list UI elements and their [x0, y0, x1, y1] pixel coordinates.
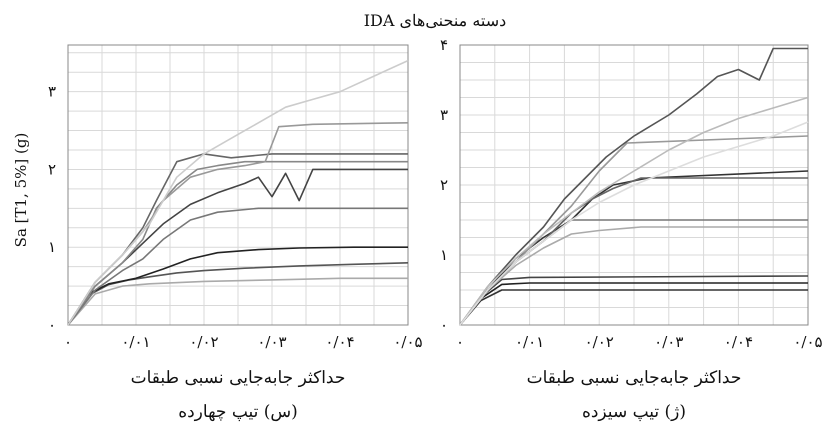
- series-line-3: [67, 277, 408, 326]
- y-tick-label: ۱: [440, 246, 448, 264]
- x-axis-label: حداکثر جابه‌جایی نسبی طبقات: [131, 368, 346, 388]
- panel-caption: (س) تیپ چهارده: [178, 402, 298, 422]
- x-tick-label: ۰/۰۲: [189, 333, 218, 351]
- x-axis-label: حداکثر جابه‌جایی نسبی طبقات: [527, 368, 742, 388]
- x-tick-label: ۰/۰۵: [793, 333, 822, 351]
- y-tick-label: ۰: [48, 316, 56, 334]
- y-tick-label: ۴: [440, 36, 448, 54]
- plot-frame: [67, 44, 409, 326]
- series-group: [67, 59, 409, 326]
- x-tick-label: ۰: [64, 333, 72, 351]
- series-line-4: [67, 207, 408, 326]
- series-line-1: [67, 262, 409, 326]
- series-line-2: [67, 246, 408, 326]
- series-group: [459, 47, 809, 326]
- x-tick-label: ۰/۰۴: [724, 333, 753, 351]
- series-line-11: [459, 121, 809, 326]
- x-tick-label: ۰/۰۱: [121, 333, 150, 351]
- panel-caption: (ژ) تیپ سیزده: [582, 402, 686, 422]
- y-tick-label: ۳: [440, 106, 448, 124]
- y-tick-label: ۲: [48, 160, 56, 178]
- series-line-9: [459, 47, 808, 326]
- series-line-10: [459, 96, 809, 326]
- x-tick-label: ۰/۰۴: [325, 333, 354, 351]
- panel-tip-13: ۰ ۰/۰۱ ۰/۰۲ ۰/۰۳ ۰/۰۴ ۰/۰۵ ۰ ۱ ۲ ۳ ۴ حداکثر جابه‌جا…: [440, 36, 823, 422]
- panel-tip-14: ۰ ۰/۰۱ ۰/۰۲ ۰/۰۳ ۰/۰۴ ۰/۰۵ ۰ ۱ ۲ ۳ حداکثر جابه‌جای…: [48, 44, 423, 422]
- y-tick-label: ۲: [440, 176, 448, 194]
- plot-frame: [459, 44, 809, 326]
- x-tick-label: ۰/۰۳: [257, 333, 286, 351]
- x-tick-label: ۰/۰۳: [654, 333, 683, 351]
- x-tick-label: ۰: [456, 333, 464, 351]
- y-tick-label: ۱: [48, 238, 56, 256]
- series-line-9: [67, 59, 409, 326]
- y-tick-label: ۳: [48, 83, 56, 101]
- x-tick-label: ۰/۰۲: [585, 333, 614, 351]
- x-tick-label: ۰/۰۱: [515, 333, 544, 351]
- y-axis-label: Sa [T1, 5%] (g): [12, 133, 30, 248]
- y-tick-label: ۰: [440, 316, 448, 334]
- figure-title: دسته منحنی‌های IDA: [364, 11, 507, 30]
- x-tick-label: ۰/۰۵: [393, 333, 422, 351]
